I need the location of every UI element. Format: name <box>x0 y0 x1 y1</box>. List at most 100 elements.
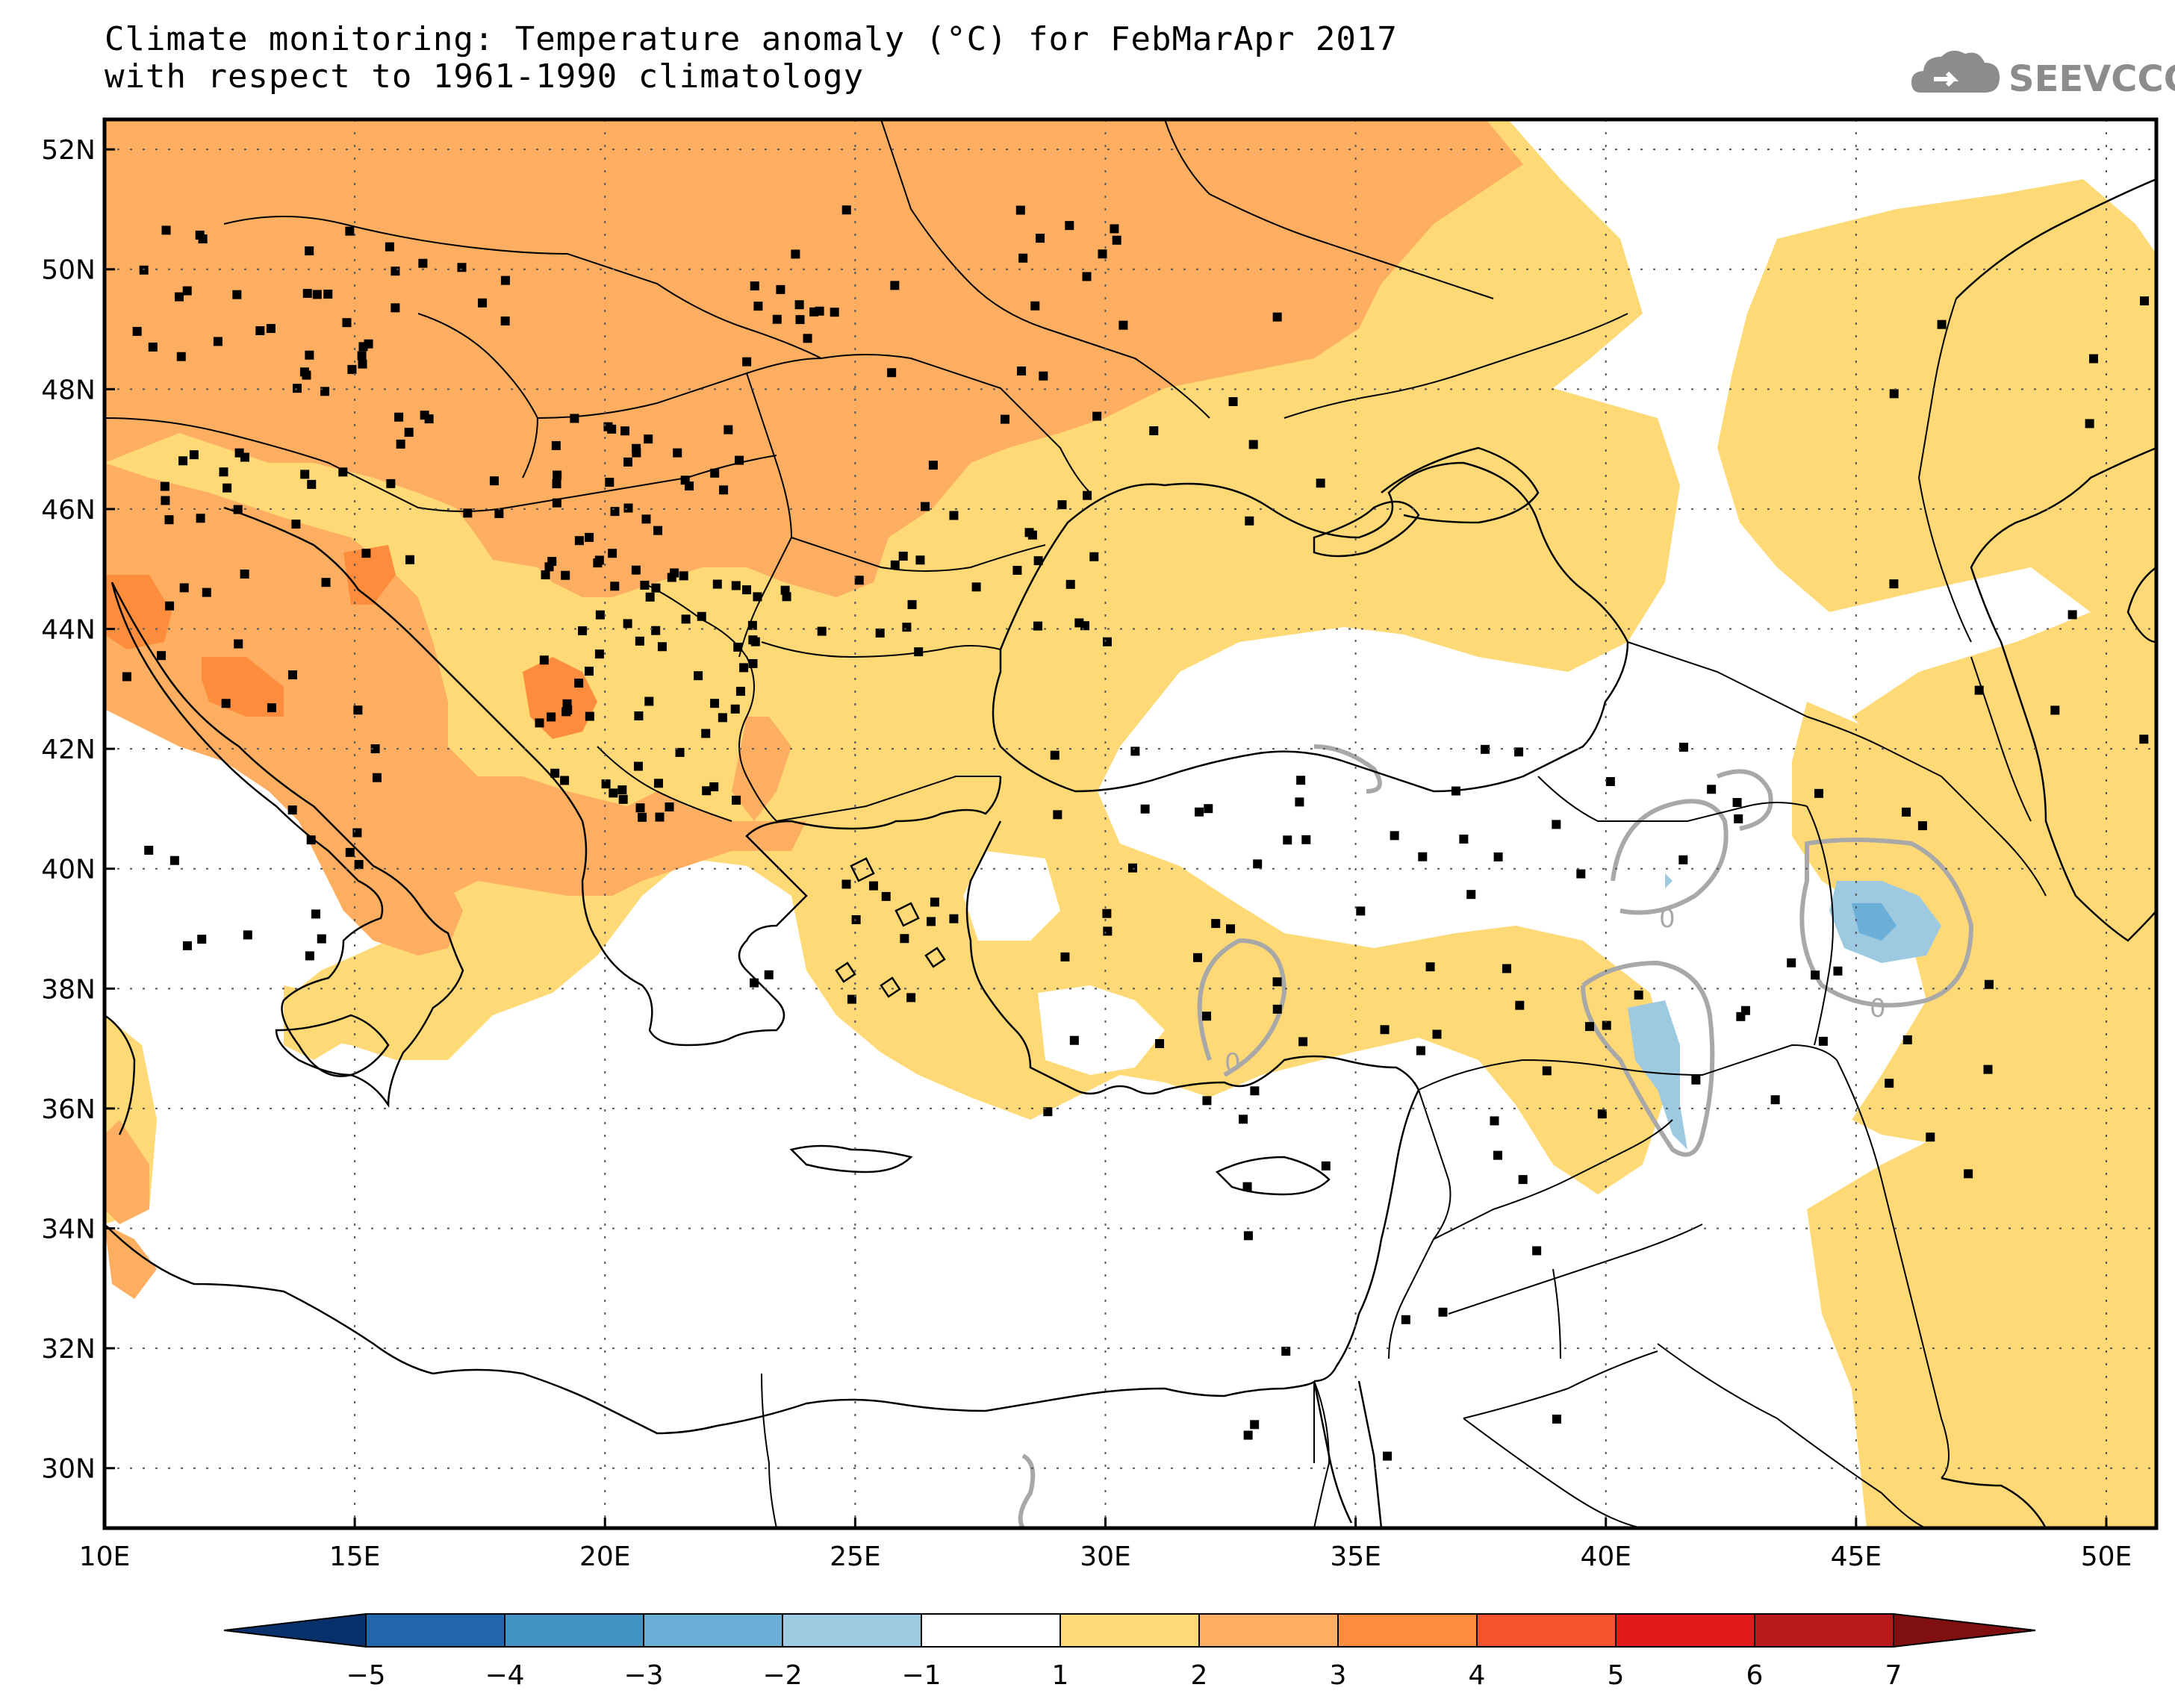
station-marker <box>739 663 749 673</box>
station-marker <box>463 508 473 518</box>
station-marker <box>317 934 326 944</box>
station-marker <box>418 258 428 268</box>
lon-tick-label: 15E <box>329 1542 381 1572</box>
station-marker <box>681 614 691 624</box>
station-marker <box>851 914 861 924</box>
black-sea-coast <box>992 461 1629 793</box>
station-marker <box>219 467 228 477</box>
station-marker <box>651 626 661 635</box>
station-marker <box>694 671 703 681</box>
colorbar-left-arrow <box>223 1612 367 1648</box>
colorbar-segment <box>1754 1613 1894 1648</box>
station-marker <box>1691 1075 1701 1085</box>
station-marker <box>1057 500 1067 510</box>
station-marker <box>841 879 851 889</box>
station-marker <box>585 711 594 721</box>
station-marker <box>1974 685 1984 695</box>
station-marker <box>197 935 207 944</box>
station-marker <box>712 579 722 589</box>
station-marker <box>1316 479 1325 488</box>
station-marker <box>489 476 499 486</box>
station-marker <box>607 424 617 434</box>
colorbar-label: 5 <box>1608 1660 1625 1691</box>
station-marker <box>1083 490 1092 500</box>
lat-tick-label: 50N <box>41 255 96 286</box>
title-line-2: with respect to 1961-1990 climatology <box>105 57 865 96</box>
lat-tick-label: 48N <box>41 375 96 405</box>
station-marker <box>1239 1115 1248 1124</box>
station-marker <box>1552 820 1561 829</box>
station-marker <box>617 785 627 795</box>
station-marker <box>635 636 644 646</box>
station-marker <box>1552 1414 1561 1424</box>
station-marker <box>750 281 759 291</box>
station-marker <box>223 483 232 493</box>
station-marker <box>552 498 561 508</box>
colorbar-label: −5 <box>346 1660 385 1691</box>
colorbar-segment <box>504 1613 644 1648</box>
station-marker <box>750 978 759 988</box>
station-marker <box>361 549 371 558</box>
contour-label-1: 0 <box>1225 1048 1241 1078</box>
station-marker <box>803 334 812 343</box>
station-marker <box>795 315 805 325</box>
station-marker <box>1243 1430 1253 1440</box>
lat-tick-label: 34N <box>41 1215 96 1245</box>
station-marker <box>1418 852 1428 861</box>
station-marker <box>213 337 223 346</box>
greece-coast <box>596 776 1002 1047</box>
lon-tick-label: 10E <box>79 1542 131 1572</box>
station-marker <box>735 687 745 696</box>
lon-tick-label: 25E <box>830 1542 881 1572</box>
station-marker <box>1202 1096 1212 1106</box>
station-marker <box>732 795 741 805</box>
colorbar: −5 −4 −3 −2 −1 1 2 3 4 5 6 7 <box>223 1612 2036 1691</box>
station-marker <box>1532 1246 1542 1256</box>
station-marker <box>202 587 211 597</box>
station-marker <box>748 635 758 645</box>
lat-tick-label: 36N <box>41 1094 96 1125</box>
station-marker <box>608 549 617 558</box>
station-marker <box>122 672 131 682</box>
station-marker <box>1018 253 1028 263</box>
station-marker <box>1043 1107 1053 1117</box>
colorbar-label: −1 <box>901 1660 941 1691</box>
colorbar-label: −4 <box>485 1660 524 1691</box>
station-marker <box>1295 797 1304 807</box>
station-marker <box>1889 389 1899 399</box>
station-marker <box>1889 579 1899 589</box>
station-marker <box>1272 977 1282 987</box>
station-marker <box>710 468 720 478</box>
station-marker <box>182 941 192 950</box>
station-marker <box>553 470 562 480</box>
plot-frame <box>102 117 2159 1530</box>
station-marker <box>623 503 633 513</box>
station-marker <box>164 515 174 525</box>
lon-tick-label: 20E <box>579 1542 631 1572</box>
station-marker <box>357 351 367 361</box>
station-marker <box>287 805 297 815</box>
station-marker <box>1065 221 1074 231</box>
station-marker <box>539 655 549 665</box>
station-marker <box>390 303 400 313</box>
station-marker <box>578 626 588 635</box>
station-marker <box>638 812 647 822</box>
station-marker <box>404 428 414 437</box>
station-marker <box>620 426 630 436</box>
station-marker <box>914 647 924 657</box>
station-marker <box>1902 1035 1912 1044</box>
station-marker <box>1605 776 1615 786</box>
lon-tick-label: 40E <box>1580 1542 1631 1572</box>
station-marker <box>675 747 685 757</box>
station-marker <box>179 583 189 593</box>
anomaly-negative-regions <box>1628 873 1941 1150</box>
station-marker <box>420 411 429 420</box>
station-marker <box>1211 919 1221 929</box>
station-marker <box>561 570 570 580</box>
station-marker <box>930 897 939 907</box>
station-marker <box>921 502 930 511</box>
station-marker <box>1811 970 1820 980</box>
plot-area: 0 0 0 <box>105 119 2156 1528</box>
station-marker <box>1493 852 1503 861</box>
station-marker <box>1321 1161 1331 1171</box>
